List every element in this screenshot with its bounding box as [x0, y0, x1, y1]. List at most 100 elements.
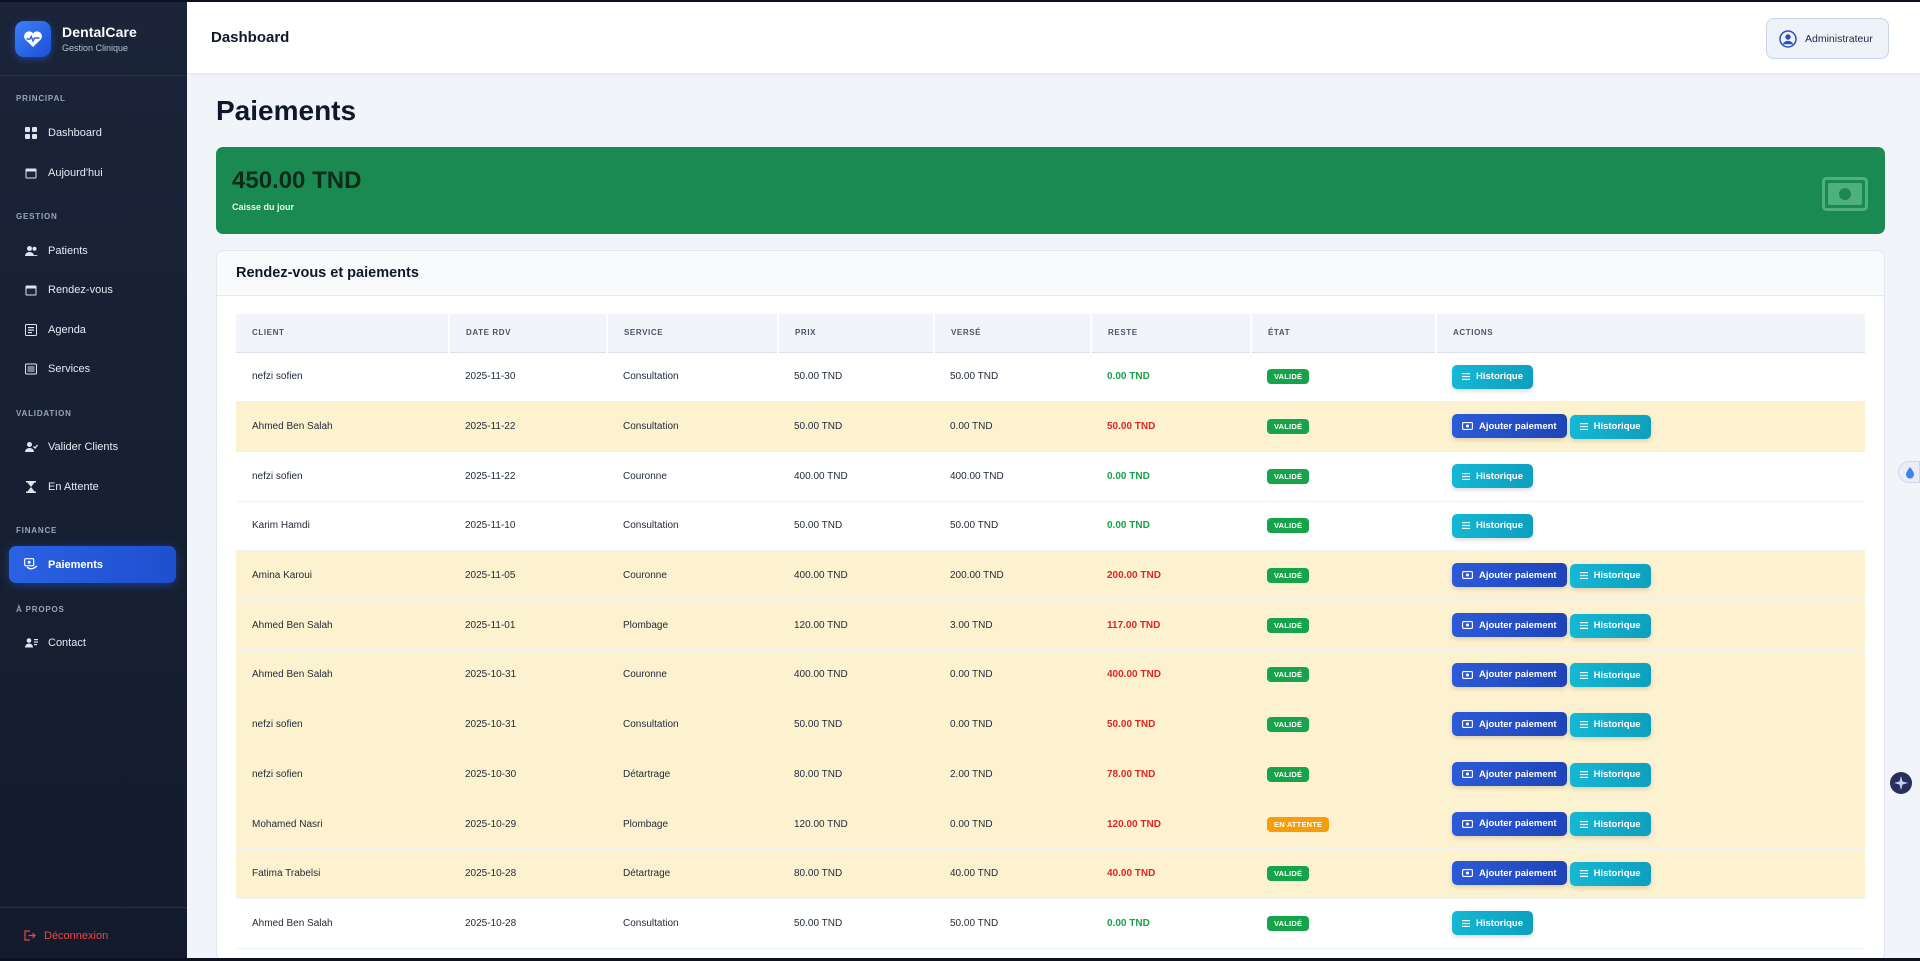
history-button[interactable]: Historique: [1569, 712, 1651, 737]
history-button[interactable]: Historique: [1452, 513, 1533, 538]
cell-paid: 0.00 TND: [950, 719, 993, 731]
sidebar-item-services[interactable]: Services: [9, 350, 176, 387]
list-icon: [1579, 870, 1588, 878]
cell-service: Plombage: [623, 619, 669, 631]
cell-price: 50.00 TND: [794, 371, 843, 383]
history-label: Historique: [1593, 669, 1641, 681]
list-icon: [1462, 373, 1470, 381]
payments-table: CLIENT DATE RDV SERVICE PRIX VERSÉ RESTE…: [236, 314, 1865, 949]
cell-date: 2025-11-01: [465, 619, 516, 631]
money-icon: [1462, 422, 1473, 431]
sidebar-item-validate-clients[interactable]: Valider Clients: [9, 428, 176, 465]
history-button[interactable]: Historique: [1569, 414, 1651, 439]
history-button[interactable]: Historique: [1569, 861, 1651, 886]
cell-status: VALIDÉ: [1251, 551, 1436, 601]
history-button[interactable]: Historique: [1452, 464, 1533, 489]
cell-client: nefzi sofien: [252, 470, 303, 482]
add-payment-label: Ajouter paiement: [1479, 818, 1557, 830]
add-payment-button[interactable]: Ajouter paiement: [1452, 563, 1567, 588]
add-payment-button[interactable]: Ajouter paiement: [1452, 613, 1567, 638]
cell-client: Ahmed Ben Salah: [252, 917, 333, 929]
add-payment-label: Ajouter paiement: [1479, 619, 1557, 631]
user-name: Administrateur: [1805, 32, 1873, 45]
sidebar-item-today[interactable]: Aujourd'hui: [9, 154, 176, 191]
cell-remaining: 50.00 TND: [1107, 421, 1156, 433]
add-payment-button[interactable]: Ajouter paiement: [1452, 762, 1567, 787]
cell-date: 2025-10-31: [465, 669, 517, 681]
add-payment-button[interactable]: Ajouter paiement: [1452, 414, 1567, 439]
money-icon: [1462, 770, 1473, 779]
accessibility-tab[interactable]: [1898, 461, 1920, 483]
history-button[interactable]: Historique: [1452, 911, 1533, 936]
sidebar-item-label: Paiements: [48, 558, 104, 571]
add-payment-button[interactable]: Ajouter paiement: [1452, 712, 1567, 737]
cell-status: VALIDÉ: [1251, 650, 1436, 700]
section-principal: PRINCIPAL: [16, 94, 66, 103]
logout-button[interactable]: Déconnexion: [0, 907, 187, 961]
section-gestion: GESTION: [16, 212, 58, 221]
table-row: Karim Hamdi 2025-11-10 Consultation 50.00 T…: [236, 501, 1865, 551]
sidebar-item-appointments[interactable]: Rendez-vous: [9, 271, 176, 308]
assistant-button[interactable]: [1890, 772, 1912, 794]
history-button[interactable]: Historique: [1569, 663, 1651, 688]
cell-client: nefzi sofien: [252, 768, 303, 780]
cell-actions: Ajouter paiement Historique: [1436, 799, 1865, 849]
add-payment-button[interactable]: Ajouter paiement: [1452, 662, 1567, 687]
sidebar-item-dashboard[interactable]: Dashboard: [9, 114, 176, 151]
status-badge: VALIDÉ: [1267, 518, 1310, 534]
cell-remaining: 0.00 TND: [1107, 917, 1150, 929]
sidebar-item-patients[interactable]: Patients: [9, 232, 176, 269]
sidebar: DentalCare Gestion Clinique PRINCIPAL Da…: [0, 0, 187, 961]
history-label: Historique: [1593, 769, 1641, 781]
list-icon: [1579, 423, 1588, 431]
cell-actions: Ajouter paiement Historique: [1436, 750, 1865, 800]
add-payment-button[interactable]: Ajouter paiement: [1452, 861, 1567, 886]
sidebar-item-agenda[interactable]: Agenda: [9, 311, 176, 348]
history-label: Historique: [1476, 520, 1523, 532]
cell-actions: Historique: [1436, 501, 1865, 551]
brand[interactable]: DentalCare Gestion Clinique: [0, 2, 187, 76]
cell-client: Amina Karoui: [252, 570, 313, 582]
history-button[interactable]: Historique: [1569, 762, 1651, 787]
sidebar-item-payments[interactable]: Paiements: [9, 546, 176, 583]
cell-remaining: 400.00 TND: [1107, 669, 1161, 681]
cell-paid: 50.00 TND: [950, 520, 999, 532]
calendar-icon: [24, 166, 38, 180]
hourglass-icon: [24, 480, 38, 494]
cell-client: Ahmed Ben Salah: [252, 669, 333, 681]
cell-actions: Ajouter paiement Historique: [1436, 551, 1865, 601]
money-icon: [1462, 571, 1473, 580]
sidebar-item-label: Services: [48, 362, 91, 375]
cell-price: 50.00 TND: [794, 917, 843, 929]
column-header: DATE RDV: [449, 314, 608, 353]
history-button[interactable]: Historique: [1452, 364, 1533, 389]
history-button[interactable]: Historique: [1569, 812, 1651, 837]
status-badge: VALIDÉ: [1267, 866, 1310, 882]
cell-paid: 0.00 TND: [950, 669, 993, 681]
cell-status: VALIDÉ: [1251, 600, 1436, 650]
user-menu-button[interactable]: Administrateur: [1766, 18, 1889, 59]
cell-price: 80.00 TND: [794, 768, 843, 780]
history-button[interactable]: Historique: [1569, 613, 1651, 638]
add-payment-button[interactable]: Ajouter paiement: [1452, 811, 1567, 836]
history-button[interactable]: Historique: [1569, 563, 1651, 588]
table-row: Amina Karoui 2025-11-05 Couronne 400.00 TND…: [236, 550, 1865, 601]
money-icon: [1462, 720, 1473, 729]
column-header: VERSÉ: [934, 314, 1092, 353]
sidebar-item-contact[interactable]: Contact: [9, 624, 176, 661]
cell-service: Couronne: [623, 570, 667, 582]
cell-paid: 200.00 TND: [950, 570, 1004, 582]
cell-price: 50.00 TND: [794, 719, 843, 731]
cell-paid: 400.00 TND: [950, 470, 1004, 482]
cell-price: 80.00 TND: [794, 868, 843, 880]
sidebar-item-pending[interactable]: En Attente: [9, 468, 176, 505]
sidebar-item-label: Patients: [48, 244, 88, 257]
list-icon: [1462, 919, 1470, 927]
sidebar-item-label: Rendez-vous: [48, 283, 113, 296]
cell-service: Couronne: [623, 470, 667, 482]
table-row: nefzi sofien 2025-10-30 Détartrage 80.00 TN…: [236, 749, 1865, 800]
heart-pulse-icon: [15, 20, 51, 57]
status-badge: VALIDÉ: [1267, 667, 1310, 683]
status-badge: EN ATTENTE: [1267, 816, 1330, 832]
calendar-icon: [24, 283, 38, 297]
